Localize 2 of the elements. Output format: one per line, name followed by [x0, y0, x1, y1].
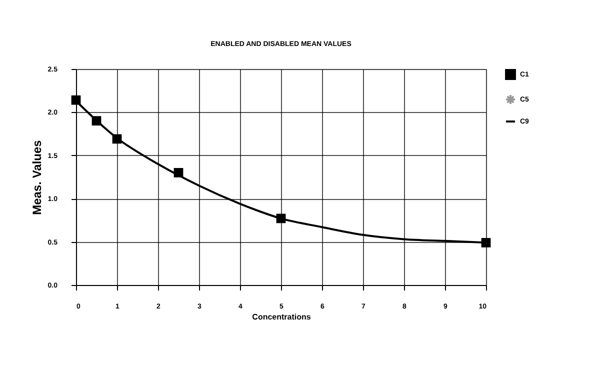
- y-axis-title: Meas. Values: [30, 140, 44, 215]
- x-axis-title: Concentrations: [252, 312, 312, 322]
